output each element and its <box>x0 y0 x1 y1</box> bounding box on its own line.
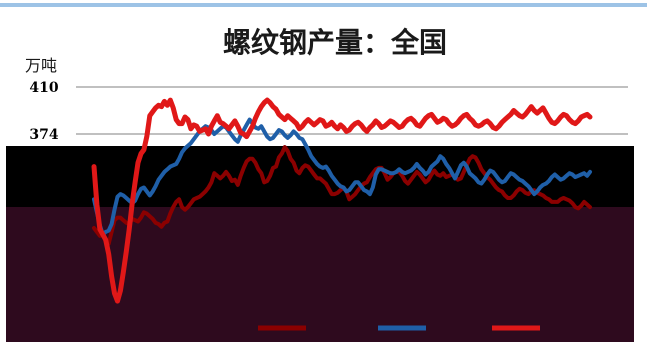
gridlines <box>76 86 628 135</box>
series-line <box>91 97 593 304</box>
y-tick-labels: 374 410 <box>29 80 58 143</box>
y-axis-label: 万吨 <box>25 56 57 75</box>
series-line <box>92 117 592 237</box>
series-lines <box>91 97 593 304</box>
top-rule <box>0 3 647 7</box>
y-tick-label: 410 <box>29 80 58 96</box>
overlays <box>6 146 634 342</box>
top-rule-bar <box>0 3 647 7</box>
y-tick-label: 374 <box>29 127 58 143</box>
chart-title: 螺纹钢产量：全国 <box>223 26 447 59</box>
